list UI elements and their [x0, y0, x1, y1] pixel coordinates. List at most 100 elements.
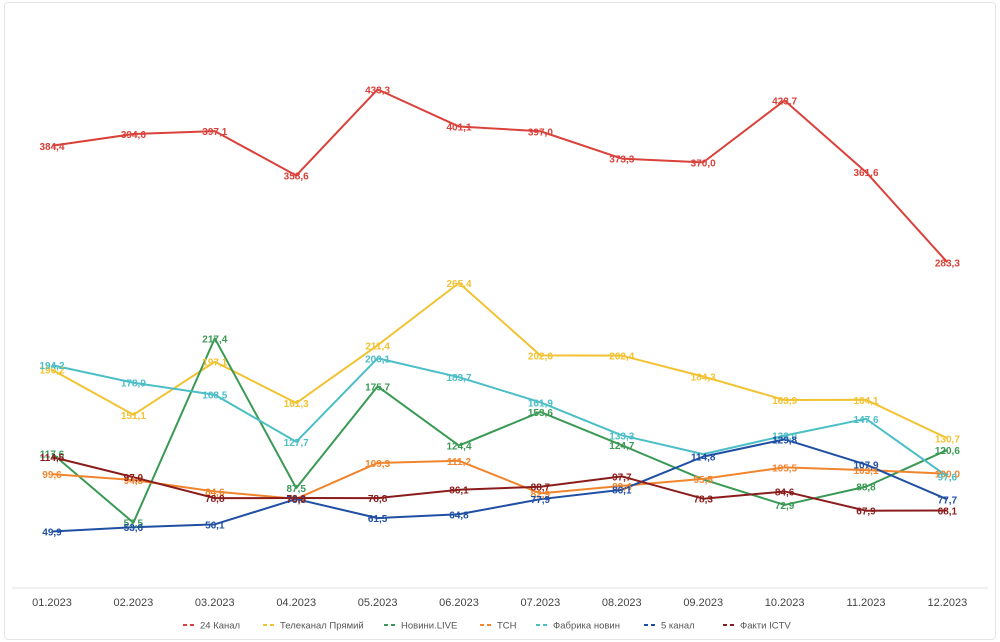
x-tick-label: 11.2023 [847, 597, 886, 609]
data-label: 53,6 [124, 523, 144, 534]
data-label: 64,8 [449, 510, 469, 521]
data-label: 161,3 [284, 399, 309, 410]
data-label: 97,7 [612, 472, 632, 483]
series-line-1 [51, 281, 948, 440]
x-tick-label: 05.2023 [358, 597, 398, 609]
x-tick-label: 07.2023 [521, 597, 561, 609]
data-label: 394,6 [121, 130, 146, 141]
legend-item[interactable]: Телеканал Прямий [263, 621, 364, 632]
data-label: 197,1 [202, 358, 227, 369]
data-label: 163,9 [772, 396, 797, 407]
data-label: 49,9 [42, 527, 62, 538]
x-tick-label: 09.2023 [683, 597, 723, 609]
data-label: 194,2 [39, 361, 64, 372]
data-label: 97,6 [938, 472, 958, 483]
data-label: 78,8 [368, 494, 388, 505]
data-label: 183,7 [446, 373, 471, 384]
data-label: 164,1 [853, 396, 878, 407]
series-line-5 [51, 438, 948, 533]
data-label: 433,3 [365, 85, 390, 96]
data-label: 370,0 [691, 158, 716, 169]
data-label: 78,2 [286, 495, 306, 506]
data-label: 133,0 [772, 432, 797, 443]
data-label: 78,9 [286, 494, 306, 505]
series-line-3 [51, 459, 948, 500]
x-tick-label: 02.2023 [114, 597, 154, 609]
x-tick-label: 08.2023 [602, 597, 642, 609]
data-label: 114,5 [40, 453, 65, 464]
data-label: 100,0 [935, 470, 960, 481]
data-label: 283,3 [935, 258, 960, 269]
data-label: 97,0 [124, 473, 144, 484]
data-label: 88,8 [856, 483, 876, 494]
data-label: 397,1 [202, 127, 227, 138]
data-label: 57,5 [124, 519, 144, 530]
data-label: 130,7 [935, 434, 960, 445]
legend-item[interactable]: 5 канал [644, 621, 695, 632]
x-tick-label: 03.2023 [195, 597, 235, 609]
data-label: 190,2 [39, 366, 64, 377]
data-label: 99,6 [42, 470, 62, 481]
data-label: 72,9 [775, 501, 795, 512]
data-label: 67,9 [856, 507, 876, 518]
data-labels: 384,4 394,6 397,1 358,6 433,3 401,1 397,0 373,3… [39, 85, 960, 538]
data-label: 84,6 [205, 487, 225, 498]
data-label: 77,7 [938, 495, 958, 506]
x-tick-label: 10.2023 [765, 597, 805, 609]
series-lines [51, 88, 949, 533]
legend-label: Фабрика новин [553, 621, 620, 632]
legend-label: Телеканал Прямий [280, 621, 364, 632]
data-label: 114,8 [691, 453, 716, 464]
x-tick-label: 01.2023 [32, 597, 72, 609]
data-label: 161,9 [528, 398, 553, 409]
data-label: 117,6 [40, 449, 65, 460]
data-label: 95,5 [693, 475, 713, 486]
data-label: 86,1 [612, 486, 632, 497]
legend-item[interactable]: Новини.LIVE [384, 621, 457, 632]
data-label: 133,3 [609, 431, 634, 442]
data-label: 211,4 [365, 341, 390, 352]
x-tick-label: 06.2023 [439, 597, 479, 609]
legend-label: 24 Канал [200, 621, 240, 632]
data-label: 358,6 [284, 172, 309, 183]
data-label: 202,4 [609, 352, 634, 363]
data-label: 151,1 [121, 411, 146, 422]
data-label: 103,1 [853, 466, 878, 477]
data-label: 111,2 [447, 457, 471, 468]
legend-label: Новини.LIVE [401, 621, 457, 632]
x-tick-label: 04.2023 [276, 597, 316, 609]
legend-item[interactable]: Фабрика новин [536, 621, 620, 632]
series-line-2 [51, 337, 948, 524]
data-label: 89,4 [612, 482, 632, 493]
data-label: 109,3 [365, 459, 390, 470]
legend-item[interactable]: ТСН [480, 621, 517, 632]
legend-item[interactable]: 24 Канал [183, 621, 240, 632]
data-label: 61,5 [368, 514, 388, 525]
data-label: 86,1 [449, 486, 469, 497]
data-label: 397,0 [528, 127, 553, 138]
data-label: 124,4 [446, 442, 471, 453]
data-label: 153,6 [528, 408, 553, 419]
legend-label: ТСН [497, 621, 517, 632]
data-label: 178,9 [121, 379, 146, 390]
data-label: 84,6 [775, 487, 795, 498]
x-tick-label: 12.2023 [928, 597, 968, 609]
series-line-0 [51, 88, 949, 264]
data-label: 200,1 [365, 354, 390, 365]
data-label: 265,4 [446, 279, 471, 290]
data-label: 94,5 [124, 476, 144, 487]
legend-item[interactable]: Факти ICTV [723, 621, 791, 632]
data-label: 168,5 [202, 391, 227, 402]
data-label: 82,9 [531, 489, 551, 500]
x-axis-ticks: 01.2023 02.2023 03.2023 04.2023 05.2023 06.20… [32, 597, 967, 609]
series-line-4 [51, 357, 948, 478]
legend: 24 Канал Телеканал Прямий Новини.LIVE ТСН Фа… [183, 621, 791, 632]
chart-frame [4, 2, 996, 640]
data-label: 361,6 [853, 168, 878, 179]
data-label: 401,1 [446, 123, 471, 134]
data-label: 87,5 [286, 484, 306, 495]
series-line-6 [51, 456, 948, 512]
data-label: 373,3 [609, 155, 634, 166]
data-label: 77,9 [531, 495, 551, 506]
